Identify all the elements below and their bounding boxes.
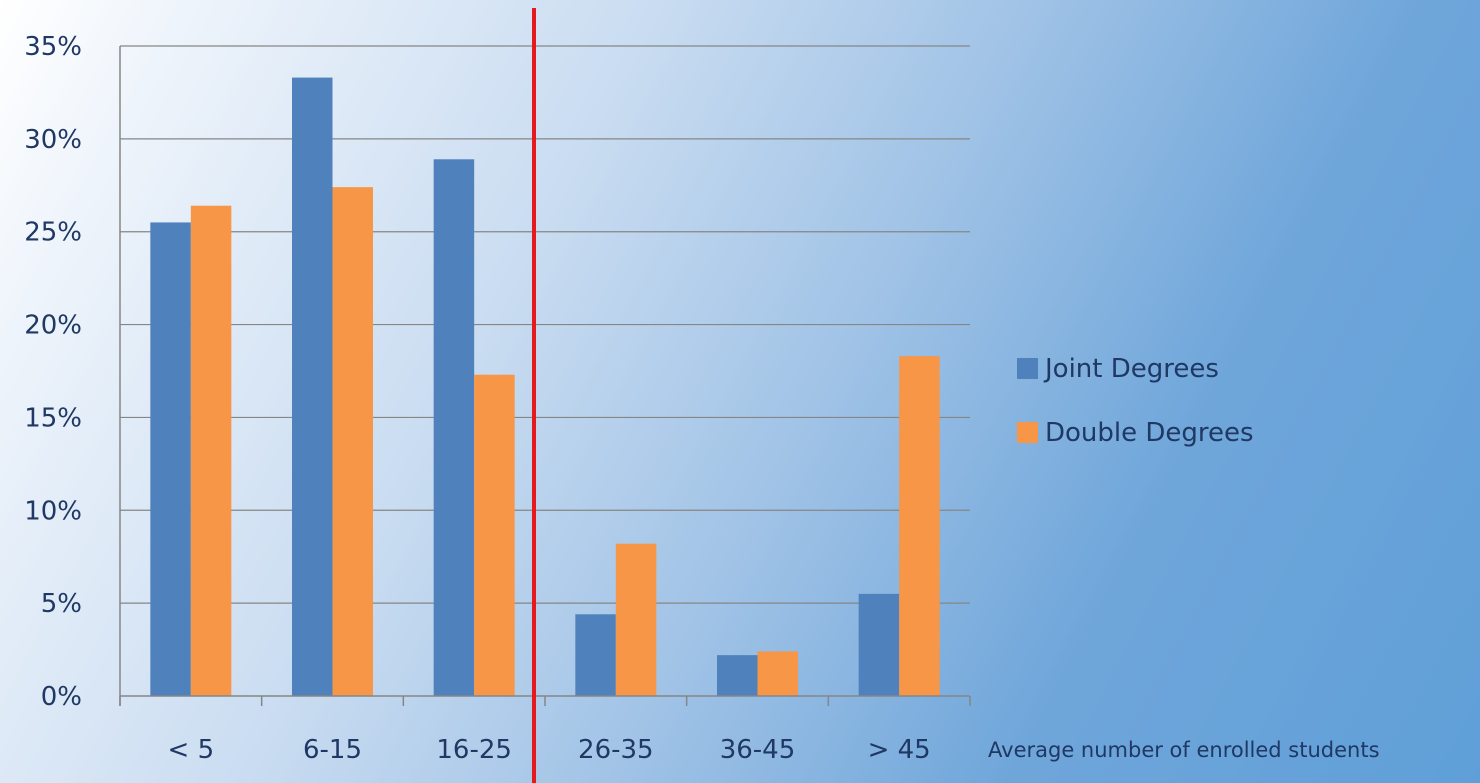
x-tick-label: > 45	[868, 735, 931, 765]
y-tick-label: 30%	[24, 125, 82, 155]
y-tick-label: 5%	[41, 589, 82, 619]
y-tick-labels: 0% 5% 10% 15% 20% 25% 30% 35%	[24, 32, 82, 712]
bar	[615, 543, 657, 696]
bar	[757, 651, 798, 696]
x-tick-label: 6-15	[303, 735, 362, 765]
bar	[899, 356, 940, 696]
x-tick-labels: < 5 6-15 16-25 26-35 36-45 > 45	[168, 735, 931, 765]
bar	[190, 205, 232, 696]
x-axis-title: Average number of enrolled students	[988, 738, 1380, 762]
x-tick-label: 36-45	[720, 735, 796, 765]
bar	[474, 374, 515, 696]
bar	[575, 614, 616, 696]
bar	[433, 159, 475, 697]
y-tick-label: 0%	[41, 682, 82, 712]
y-tick-label: 35%	[24, 32, 82, 62]
x-tick-label: 16-25	[436, 735, 512, 765]
bar	[292, 77, 333, 697]
legend: Joint Degrees Double Degrees	[1017, 354, 1254, 448]
x-tick-label: < 5	[168, 735, 215, 765]
y-tick-label: 10%	[24, 496, 82, 526]
bar	[150, 222, 191, 696]
y-tick-label: 15%	[24, 403, 82, 433]
bar	[858, 593, 900, 696]
gridlines	[120, 45, 970, 604]
legend-swatch	[1017, 358, 1038, 379]
bars	[150, 77, 940, 697]
legend-swatch	[1017, 422, 1038, 443]
y-tick-label: 20%	[24, 311, 82, 341]
bar	[332, 187, 373, 696]
legend-label: Joint Degrees	[1043, 354, 1219, 384]
y-tick-label: 25%	[24, 218, 82, 248]
legend-label: Double Degrees	[1045, 418, 1254, 448]
x-tick-label: 26-35	[578, 735, 654, 765]
bar	[717, 655, 758, 696]
axes	[119, 46, 971, 706]
